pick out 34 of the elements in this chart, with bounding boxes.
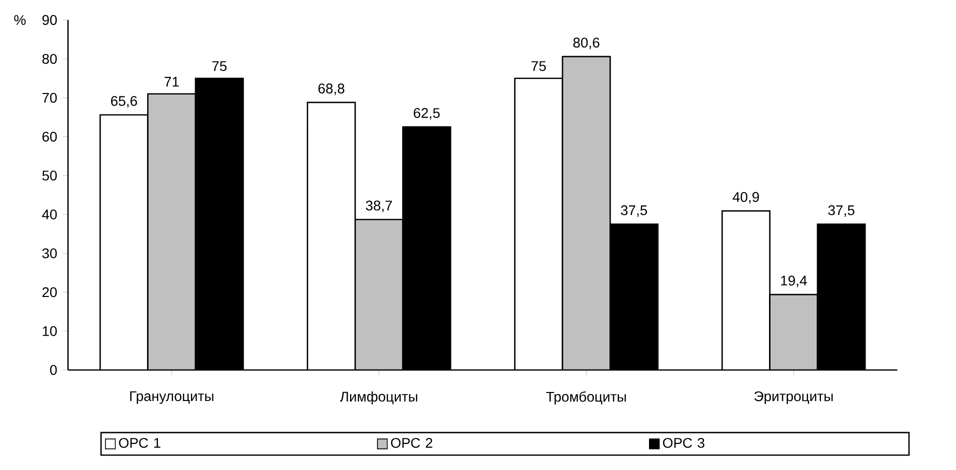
y-axis-title: % xyxy=(14,15,26,25)
y-tick-label: 40 xyxy=(42,209,57,220)
data-label: 71 xyxy=(164,76,179,87)
y-tick-label: 70 xyxy=(42,92,57,103)
data-label: 37,5 xyxy=(828,205,854,217)
legend-label: ОРС 2 xyxy=(391,438,432,448)
x-tick-label: Гранулоциты xyxy=(130,391,214,404)
x-tick-label: Лимфоциты xyxy=(340,391,418,404)
y-tick-label: 20 xyxy=(42,287,57,298)
data-label: 80,6 xyxy=(573,38,600,50)
y-tick-label: 90 xyxy=(42,15,57,25)
data-label: 65,6 xyxy=(111,96,137,108)
y-tick-label: 30 xyxy=(42,248,57,258)
y-tick-label: 80 xyxy=(42,54,57,64)
data-label: 75 xyxy=(532,61,546,72)
bar xyxy=(148,94,196,370)
data-label: 38,7 xyxy=(366,200,392,212)
bar xyxy=(355,219,403,370)
data-label: 37,5 xyxy=(620,205,648,217)
data-label: 75 xyxy=(212,61,227,72)
y-tick-label: 0 xyxy=(50,365,57,375)
legend-label: ОРС 1 xyxy=(119,438,160,448)
bar xyxy=(769,294,818,370)
legend-label: ОРС 3 xyxy=(663,438,704,448)
data-label: 68,8 xyxy=(318,84,344,96)
data-label: 19,4 xyxy=(781,276,807,288)
data-label: 40,9 xyxy=(732,192,759,204)
bar xyxy=(562,56,610,370)
x-tick-label: Тромбоциты xyxy=(546,391,626,404)
data-label: 62,5 xyxy=(414,108,440,120)
y-tick-label: 50 xyxy=(42,170,57,181)
y-tick-label: 10 xyxy=(42,326,57,336)
y-tick-label: 60 xyxy=(42,132,57,142)
x-tick-label: Эритроциты xyxy=(754,391,833,404)
